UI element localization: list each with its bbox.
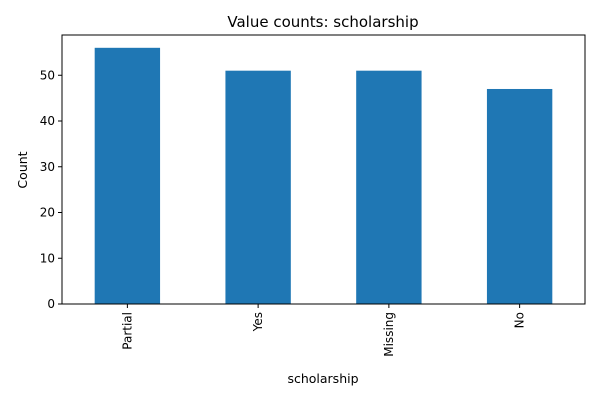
bar-partial bbox=[94, 47, 161, 305]
plot-frame bbox=[61, 34, 586, 305]
bar-missing bbox=[356, 70, 422, 304]
bar-yes bbox=[225, 70, 291, 304]
y-axis-ticks: 0 10 20 30 40 50 bbox=[40, 68, 62, 311]
x-tick-label: Yes bbox=[251, 312, 265, 332]
bars-group bbox=[94, 47, 553, 305]
y-tick-label: 0 bbox=[47, 297, 55, 311]
y-tick-label: 30 bbox=[40, 160, 55, 174]
x-tick-label: No bbox=[513, 312, 527, 328]
chart-title: Value counts: scholarship bbox=[227, 13, 418, 31]
x-axis-ticks: Partial Yes Missing No bbox=[120, 304, 527, 357]
x-tick-label: Missing bbox=[382, 312, 396, 357]
y-tick-label: 20 bbox=[40, 206, 55, 220]
x-tick-label: Partial bbox=[120, 312, 134, 350]
y-tick-label: 40 bbox=[40, 114, 55, 128]
y-tick-label: 50 bbox=[40, 68, 55, 82]
x-axis-label: scholarship bbox=[287, 371, 358, 386]
y-tick-label: 10 bbox=[40, 251, 55, 265]
bar-no bbox=[486, 88, 553, 304]
y-axis-label: Count bbox=[15, 151, 30, 188]
